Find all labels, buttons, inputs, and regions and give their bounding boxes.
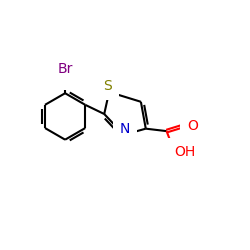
Text: O: O: [187, 119, 198, 133]
Text: OH: OH: [174, 145, 195, 159]
Text: S: S: [104, 79, 112, 93]
Text: N: N: [120, 122, 130, 136]
Text: Br: Br: [58, 62, 73, 76]
